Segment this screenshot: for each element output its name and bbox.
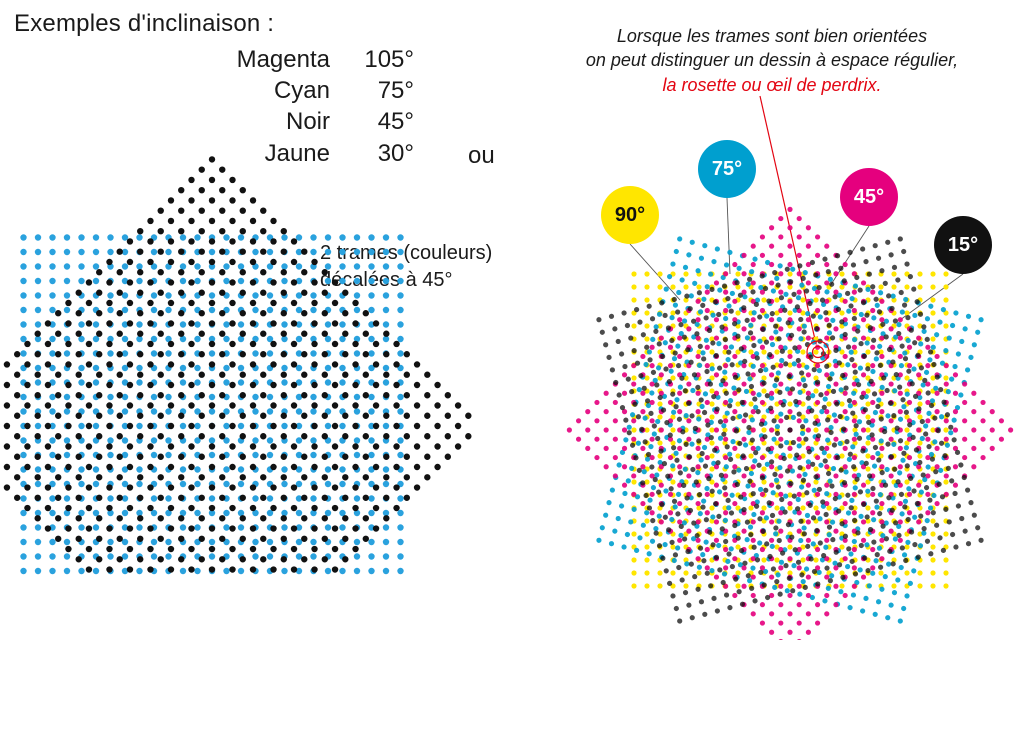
badge-90: 90° <box>601 186 659 244</box>
black-layer <box>596 236 984 624</box>
badge-15: 15° <box>934 216 992 274</box>
left-halftone-diagram <box>0 96 474 576</box>
badge-45: 45° <box>840 168 898 226</box>
badge-75: 75° <box>698 140 756 198</box>
